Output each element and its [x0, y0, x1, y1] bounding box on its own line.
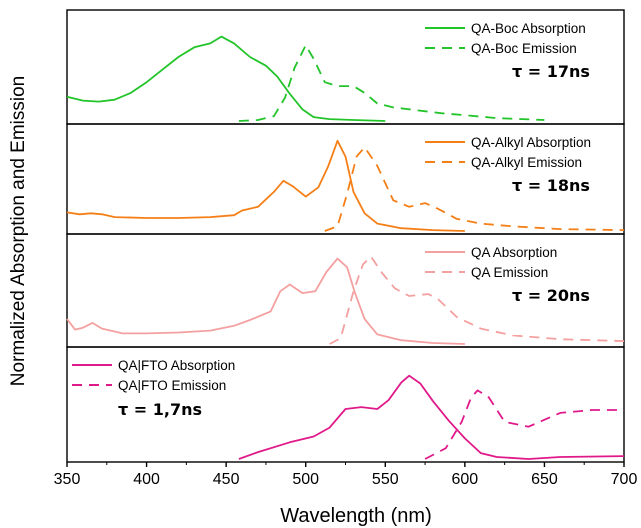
y-axis-label: Normalized Absorption and Emission	[8, 76, 29, 387]
series-line-3-2	[329, 255, 625, 345]
x-tick-label-500: 500	[292, 471, 319, 488]
x-axis-label: Wavelength (nm)	[280, 505, 432, 527]
tau-label-4: τ = 1,7ns	[118, 400, 202, 419]
x-axis: 350 400 450 500 550 600 650 700	[54, 462, 638, 488]
series-line-4-2	[424, 389, 624, 460]
x-tick-label-550: 550	[372, 471, 399, 488]
legend-label-4-1: QA|FTO Absorption	[118, 358, 235, 373]
legend-label-3-2: QA Emission	[471, 265, 548, 280]
series-line-2-1	[66, 139, 465, 232]
x-tick-label-600: 600	[452, 471, 479, 488]
panel-1: QA-Boc Absorption QA-Boc Emission τ = 17ns	[66, 9, 625, 125]
x-tick-label-650: 650	[531, 471, 558, 488]
panel-2: QA-Alkyl Absorption QA-Alkyl Emission τ = …	[66, 123, 625, 235]
series-line-4-1	[238, 374, 625, 460]
legend-label-1-2: QA-Boc Emission	[471, 41, 577, 56]
legend-label-1-1: QA-Boc Absorption	[471, 21, 586, 36]
legend-label-3-1: QA Absorption	[471, 245, 557, 260]
tau-label-2: τ = 18ns	[512, 176, 590, 195]
x-tick-label-700: 700	[611, 471, 638, 488]
series-line-2-2	[324, 146, 625, 232]
x-tick-label-350: 350	[54, 471, 81, 488]
tau-label-1: τ = 17ns	[512, 62, 590, 81]
x-tick-label-450: 450	[213, 471, 240, 488]
panel-4: QA|FTO Absorption QA|FTO Emission τ = 1,7n…	[66, 346, 625, 463]
x-tick-label-400: 400	[133, 471, 160, 488]
legend-label-2-1: QA-Alkyl Absorption	[471, 135, 591, 150]
series-line-1-1	[66, 35, 386, 122]
legend-label-4-2: QA|FTO Emission	[118, 378, 226, 393]
series-line-1-2	[238, 44, 545, 122]
series-line-3-1	[66, 257, 465, 345]
panel-3: QA Absorption QA Emission τ = 20ns	[66, 233, 625, 348]
tau-label-3: τ = 20ns	[512, 286, 590, 305]
legend-label-2-2: QA-Alkyl Emission	[471, 155, 582, 170]
chart-panels: QA-Boc Absorption QA-Boc Emission τ = 17ns…	[66, 9, 625, 463]
